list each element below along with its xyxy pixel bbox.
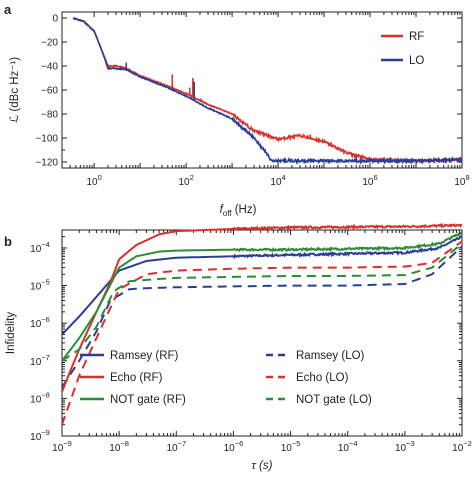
panel-a-ticks: 0 −20 −40 −60 −80 −100 −120 100 102 104 106 108 — [35, 12, 470, 188]
panel-a-x-axis-label: foff (Hz) — [220, 204, 257, 218]
b-legend-label: Ramsey (RF) — [110, 350, 179, 362]
panel-b-label: b — [4, 234, 12, 249]
panel-a: a 0 −20 −40 −60 −80 −100 −120 100 102 104 106 108 R… — [4, 2, 470, 218]
b-x-tick-label: 10−7 — [166, 439, 186, 454]
b-y-tick-label: 10−7 — [30, 353, 50, 368]
panel-b-y-axis-label: Infidelity — [5, 312, 17, 354]
b-x-tick-label: 10−6 — [224, 439, 244, 454]
a-y-tick-label: −120 — [35, 158, 58, 169]
b-legend-label: NOT gate (RF) — [110, 394, 186, 406]
b-x-tick-label: 10−4 — [338, 439, 358, 454]
b-x-tick-label: 10−9 — [52, 439, 72, 454]
a-x-tick-label: 100 — [86, 173, 101, 188]
b-y-tick-label: 10−9 — [30, 428, 50, 443]
a-series-line-rf — [72, 16, 463, 165]
b-legend-label: Ramsey (LO) — [296, 350, 365, 362]
b-y-tick-label: 10−4 — [30, 240, 50, 255]
b-series-line-echo-lo — [61, 240, 463, 426]
a-y-tick-label: −60 — [41, 86, 58, 97]
b-series-line-ramsey-rf — [61, 235, 463, 336]
b-series-line-not-gate-rf — [61, 231, 463, 362]
a-y-tick-label: −100 — [35, 134, 58, 145]
a-x-tick-label: 104 — [270, 173, 285, 188]
b-x-tick-label: 10−5 — [281, 439, 301, 454]
b-series-line-ramsey-lo — [61, 245, 463, 388]
a-y-tick-label: −80 — [41, 110, 58, 121]
a-legend-label: LO — [409, 55, 424, 67]
panel-b-ticks: 10−9 10−8 10−7 10−6 10−5 10−4 10−3 10−2 10−9 10−8… — [30, 230, 472, 454]
b-x-tick-label: 10−8 — [109, 439, 129, 454]
panel-b-plot-frame — [61, 229, 463, 437]
a-y-tick-label: 0 — [52, 14, 58, 25]
b-x-tick-label: 10−3 — [395, 439, 415, 454]
panel-b-legend: Ramsey (RF) Ramsey (LO) Echo (RF) Echo (LO)… — [80, 350, 372, 406]
b-legend-label: Echo (LO) — [296, 372, 349, 384]
b-legend-label: Echo (RF) — [110, 372, 163, 384]
a-x-tick-label: 106 — [362, 173, 377, 188]
a-series-line-lo — [72, 17, 463, 166]
panel-a-legend: RF LO — [381, 31, 424, 67]
b-y-tick-label: 10−5 — [30, 278, 50, 293]
a-legend-label: RF — [409, 31, 424, 43]
a-y-tick-label: −20 — [41, 38, 58, 49]
b-series-line-echo-rf — [61, 222, 463, 393]
a-x-tick-label: 108 — [454, 173, 469, 188]
panel-b-x-axis-label: τ (s) — [252, 460, 273, 472]
panel-a-y-axis-label: ℒ (dBc Hz⁻¹) — [9, 57, 21, 123]
a-x-tick-label: 102 — [178, 173, 193, 188]
panel-b-series — [61, 222, 463, 426]
panel-a-label: a — [4, 2, 12, 17]
b-legend-label: NOT gate (LO) — [296, 394, 372, 406]
panel-a-series — [72, 16, 463, 166]
b-series-line-not-gate-lo — [61, 242, 463, 362]
b-y-tick-label: 10−8 — [30, 390, 50, 405]
b-y-tick-label: 10−6 — [30, 315, 50, 330]
a-y-tick-label: −40 — [41, 62, 58, 73]
panel-b: b 10−9 10−8 10−7 10−6 10−5 10−4 10−3 10−210−910… — [4, 222, 472, 472]
b-x-tick-label: 10−2 — [452, 439, 472, 454]
